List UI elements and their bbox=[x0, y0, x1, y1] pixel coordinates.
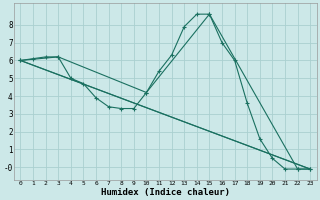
X-axis label: Humidex (Indice chaleur): Humidex (Indice chaleur) bbox=[101, 188, 230, 197]
